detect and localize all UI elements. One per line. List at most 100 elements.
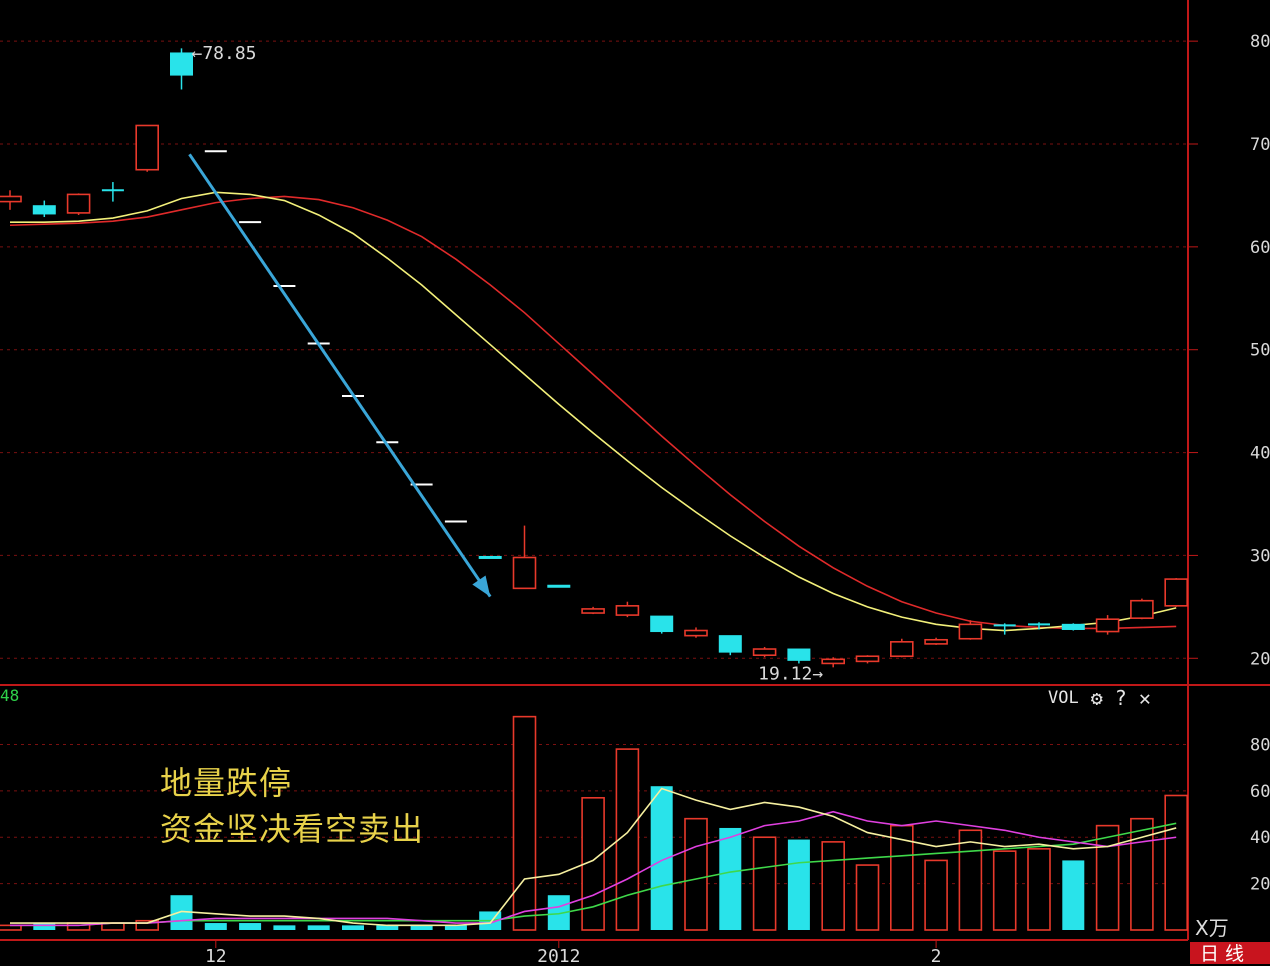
volume-bar-up: [958, 829, 983, 931]
candle: [1164, 578, 1188, 607]
candle-body-up: [889, 641, 914, 658]
price-tick-label: 60: [1250, 238, 1270, 258]
candle-body-up: [512, 556, 537, 590]
candle-body-up: [958, 623, 983, 640]
candle: [581, 606, 605, 615]
candle: [993, 623, 1016, 635]
candle-body-up: [581, 608, 605, 614]
volume-bar-down: [273, 925, 296, 930]
candle: [718, 635, 742, 656]
volume-ma-mid-line: [10, 810, 1177, 927]
volume-bar-down: [204, 923, 227, 930]
volume-ma-short-line: [10, 787, 1177, 927]
volume-bar-down: [239, 923, 262, 930]
volume-tick-label: 60: [1250, 782, 1270, 802]
volume-bar-up: [821, 841, 846, 931]
candle: [512, 525, 537, 590]
candle: [170, 48, 193, 90]
volume-bar-up: [684, 817, 708, 931]
candle-body-up: [1095, 618, 1120, 633]
volume-bar-down: [787, 839, 810, 930]
volume-bar-down: [376, 925, 399, 930]
candle: [32, 200, 56, 218]
high-price-label: ←78.85: [192, 43, 257, 64]
candle: [752, 646, 777, 658]
volume-indicator-label[interactable]: VOL: [1048, 688, 1079, 708]
candle: [787, 648, 811, 664]
candle: [101, 182, 124, 202]
price-ma-short-line: [10, 191, 1177, 632]
price-tick-label: 30: [1250, 546, 1270, 566]
low-price-label: 19.12→: [758, 663, 823, 684]
volume-bar-down: [719, 827, 742, 930]
candle: [855, 655, 880, 664]
volume-bar-down: [342, 925, 364, 930]
period-tab-daily[interactable]: 日 线: [1190, 942, 1270, 965]
candle-body-down: [32, 205, 56, 215]
candle: [1130, 598, 1154, 620]
volume-bar-up: [1095, 824, 1120, 931]
price-tick-label: 20: [1250, 649, 1270, 669]
candle: [1095, 615, 1120, 635]
candle: [650, 615, 674, 634]
trend-arrow-head: [472, 575, 491, 597]
candle-body-down: [718, 635, 742, 653]
candle-body-up: [821, 658, 846, 665]
candle-body-up: [1130, 599, 1154, 619]
candle: [1028, 622, 1050, 630]
trend-arrow-line: [188, 153, 492, 598]
price-tick-label: 40: [1250, 444, 1270, 464]
candle: [889, 638, 914, 658]
candle-body-up: [752, 648, 777, 656]
candle-body-up: [0, 195, 22, 203]
candle: [958, 620, 983, 640]
candle-body-down: [547, 584, 571, 588]
candle: [615, 601, 640, 618]
candle-body-down: [478, 555, 502, 559]
volume-bar-up: [992, 850, 1017, 931]
price-tick-label: 70: [1250, 135, 1270, 155]
volume-bar-down: [547, 895, 570, 930]
candle-body-up: [66, 193, 91, 214]
x-tick-label: 2: [931, 946, 942, 964]
volume-bar-up: [1164, 794, 1188, 931]
volume-bar-down: [410, 925, 433, 930]
candle-body-down: [170, 52, 193, 76]
candle: [1061, 623, 1085, 631]
candle-body-up: [615, 605, 640, 616]
annotation-text: 地量跌停 资金坚决看空卖出: [160, 760, 424, 852]
annotation-line-1: 地量跌停: [160, 764, 293, 802]
close-icon[interactable]: ✕: [1138, 686, 1151, 710]
candle: [478, 555, 502, 559]
volume-tick-label: 80: [1250, 735, 1270, 755]
candle-body-up: [924, 638, 948, 645]
question-icon[interactable]: ?: [1114, 686, 1127, 710]
volume-ma-long-line: [10, 822, 1177, 927]
volume-bar-down: [33, 923, 56, 930]
price-tick-label: 80: [1250, 32, 1270, 52]
volume-bar-up: [924, 859, 948, 931]
volume-bar-up: [135, 919, 159, 931]
candle: [0, 190, 22, 210]
price-ma-long-line: [9, 195, 1177, 630]
annotation-line-2: 资金坚决看空卖出: [160, 810, 425, 848]
volume-tick-label: 40: [1250, 828, 1270, 848]
volume-bar-up: [615, 748, 640, 931]
candle-body-up: [135, 124, 159, 171]
volume-bar-up: [1130, 817, 1154, 931]
volume-tick-label: 20: [1250, 875, 1270, 895]
volume-bar-up: [512, 715, 537, 931]
volume-bar-up: [1027, 848, 1051, 931]
candle: [66, 193, 91, 215]
x-tick-label: 2012: [537, 946, 580, 964]
gear-icon[interactable]: ⚙: [1090, 686, 1103, 710]
price-tick-label: 50: [1250, 341, 1270, 361]
volume-bar-down: [307, 925, 330, 930]
volume-bar-up: [752, 836, 777, 931]
volume-panel-code: 48: [0, 686, 20, 705]
candle-body-down: [650, 615, 674, 633]
candle: [821, 657, 846, 668]
candle: [684, 627, 708, 638]
candle-body-down: [1061, 623, 1085, 630]
